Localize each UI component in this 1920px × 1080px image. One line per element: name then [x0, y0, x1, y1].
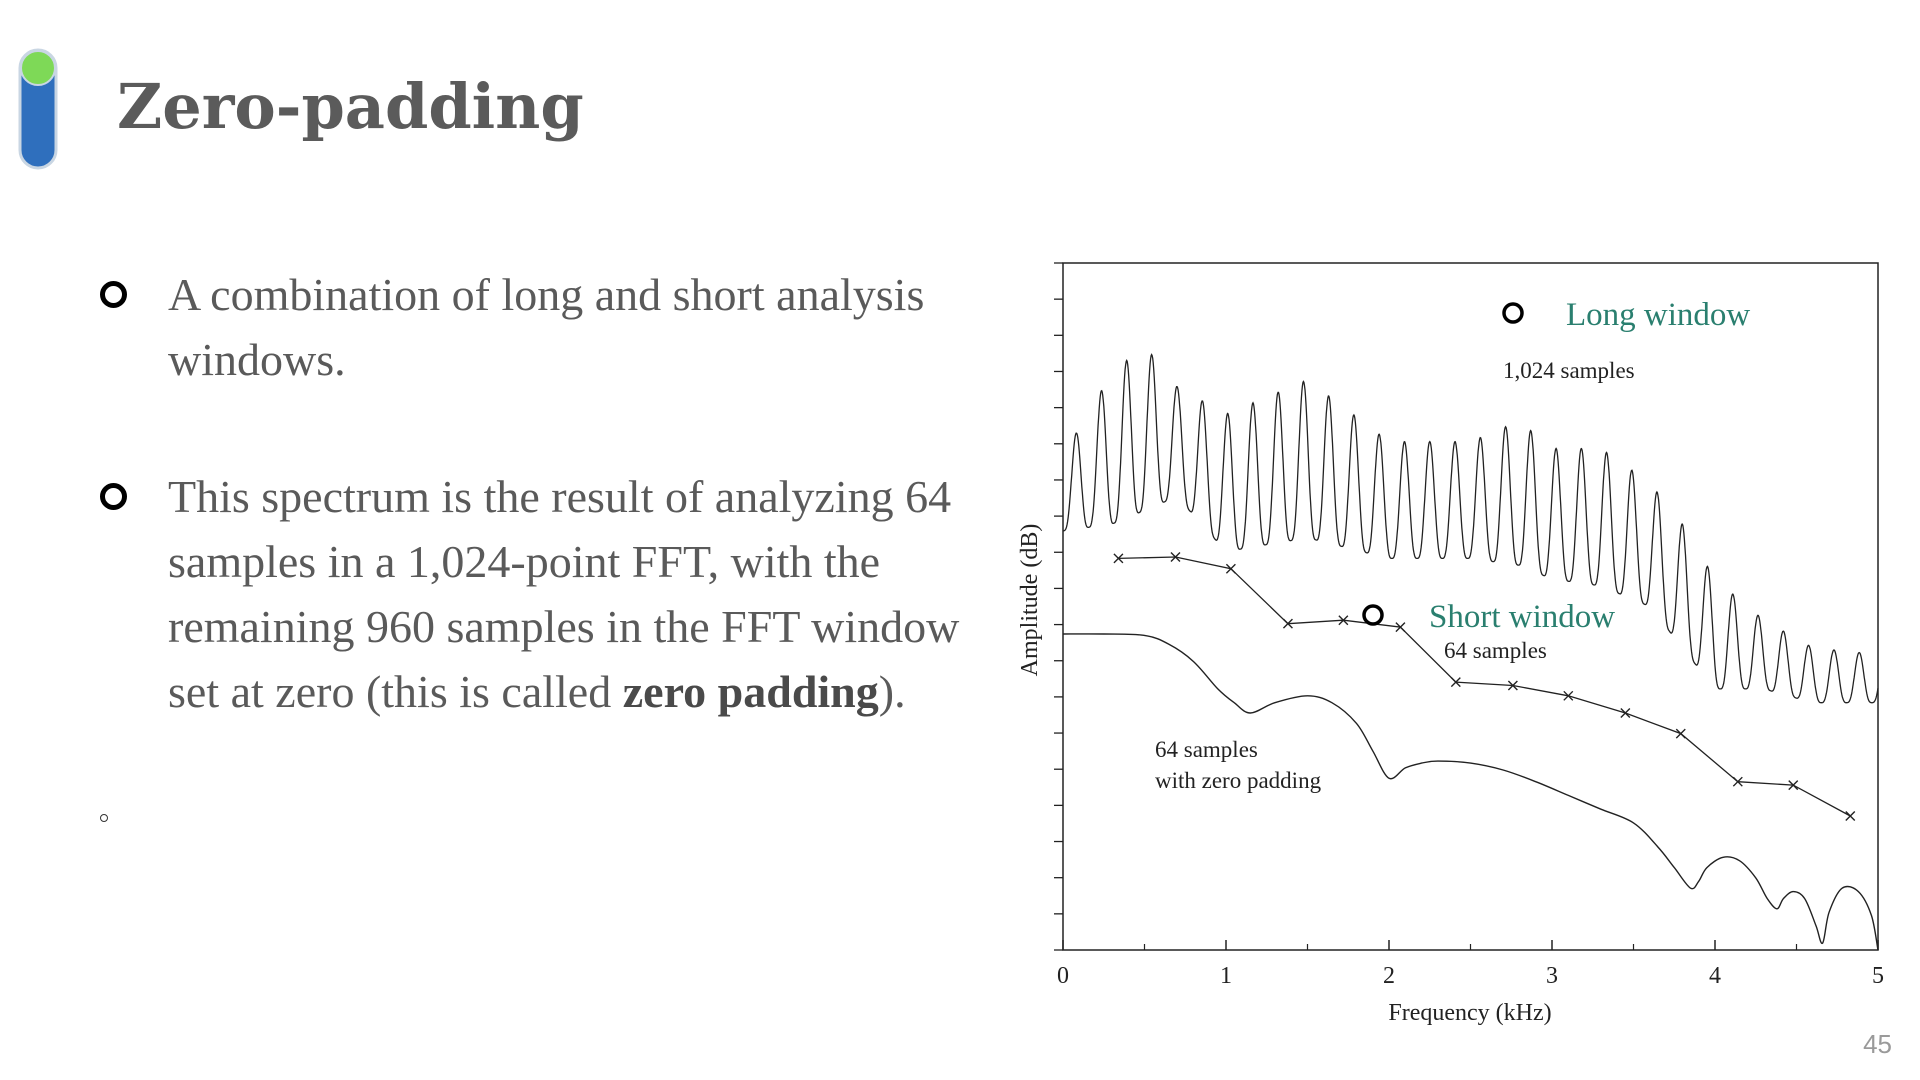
- zero-padded-spectrum-line: [1062, 633, 1879, 951]
- short-window-x-marker: [1450, 677, 1461, 688]
- short-window-x-marker: [1395, 622, 1406, 633]
- bullet-circle-icon: [100, 281, 127, 308]
- long-window-bullet-icon: [1502, 302, 1524, 324]
- x-tick-label: 3: [1546, 963, 1558, 989]
- y-axis-label: Amplitude (dB): [1017, 524, 1043, 677]
- slide-title: Zero-padding: [117, 70, 584, 143]
- bullet-text: This spectrum is the result of analyzing…: [168, 471, 960, 717]
- short-window-x-marker: [1170, 552, 1181, 563]
- zero-padding-caption-line2: with zero padding: [1155, 768, 1322, 793]
- short-window-caption: 64 samples: [1444, 638, 1547, 663]
- x-tick-label: 0: [1057, 963, 1069, 989]
- short-window-x-marker: [1507, 680, 1518, 691]
- short-window-x-marker: [1675, 728, 1686, 739]
- short-window-bullet-icon: [1362, 604, 1384, 626]
- x-tick-label: 5: [1872, 963, 1884, 989]
- bullet-item: This spectrum is the result of analyzing…: [98, 464, 978, 724]
- short-window-x-marker: [1732, 776, 1743, 787]
- short-window-x-marker: [1620, 707, 1631, 718]
- x-axis-ticks: 0 1 2 3 4 5: [1057, 940, 1884, 989]
- short-window-x-marker: [1845, 811, 1856, 822]
- short-window-x-marker: [1338, 615, 1349, 626]
- short-window-x-marker: [1282, 618, 1293, 629]
- bullet-bold-term: zero padding: [622, 666, 879, 717]
- bullet-circle-icon: [100, 483, 127, 510]
- bullet-list: A combination of long and short analysis…: [98, 262, 978, 724]
- bullet-item: A combination of long and short analysis…: [98, 262, 978, 392]
- long-window-legend: Long window: [1566, 297, 1750, 333]
- short-window-x-marker: [1563, 690, 1574, 701]
- bullet-text-end: ).: [878, 666, 906, 717]
- slide-logo-icon: [18, 48, 58, 170]
- spectrum-figure: 0 1 2 3 4 5 Frequency (kHz) Amplitude (dB) Lo…: [1010, 255, 1900, 1035]
- short-window-spectrum-line: [1118, 556, 1851, 817]
- empty-bullet-icon: [100, 814, 108, 822]
- zero-padding-caption-line1: 64 samples: [1155, 737, 1258, 762]
- x-tick-label: 1: [1220, 963, 1232, 989]
- long-window-caption: 1,024 samples: [1503, 358, 1635, 383]
- x-axis-label: Frequency (kHz): [1388, 1000, 1551, 1026]
- short-window-x-marker: [1788, 780, 1799, 791]
- long-window-spectrum-line: [1063, 353, 1879, 704]
- x-tick-label: 4: [1709, 963, 1721, 989]
- short-window-x-marker: [1225, 563, 1236, 574]
- short-window-x-marker: [1113, 553, 1124, 564]
- bullet-text: A combination of long and short analysis…: [168, 269, 925, 385]
- logo-top-dot: [20, 50, 56, 86]
- page-number: 45: [1863, 1029, 1892, 1059]
- y-axis-ticks: [1054, 262, 1063, 951]
- short-window-legend: Short window: [1429, 599, 1615, 635]
- spectrum-chart: 0 1 2 3 4 5 Frequency (kHz) Amplitude (dB) Lo…: [1017, 262, 1884, 1026]
- x-tick-label: 2: [1383, 963, 1395, 989]
